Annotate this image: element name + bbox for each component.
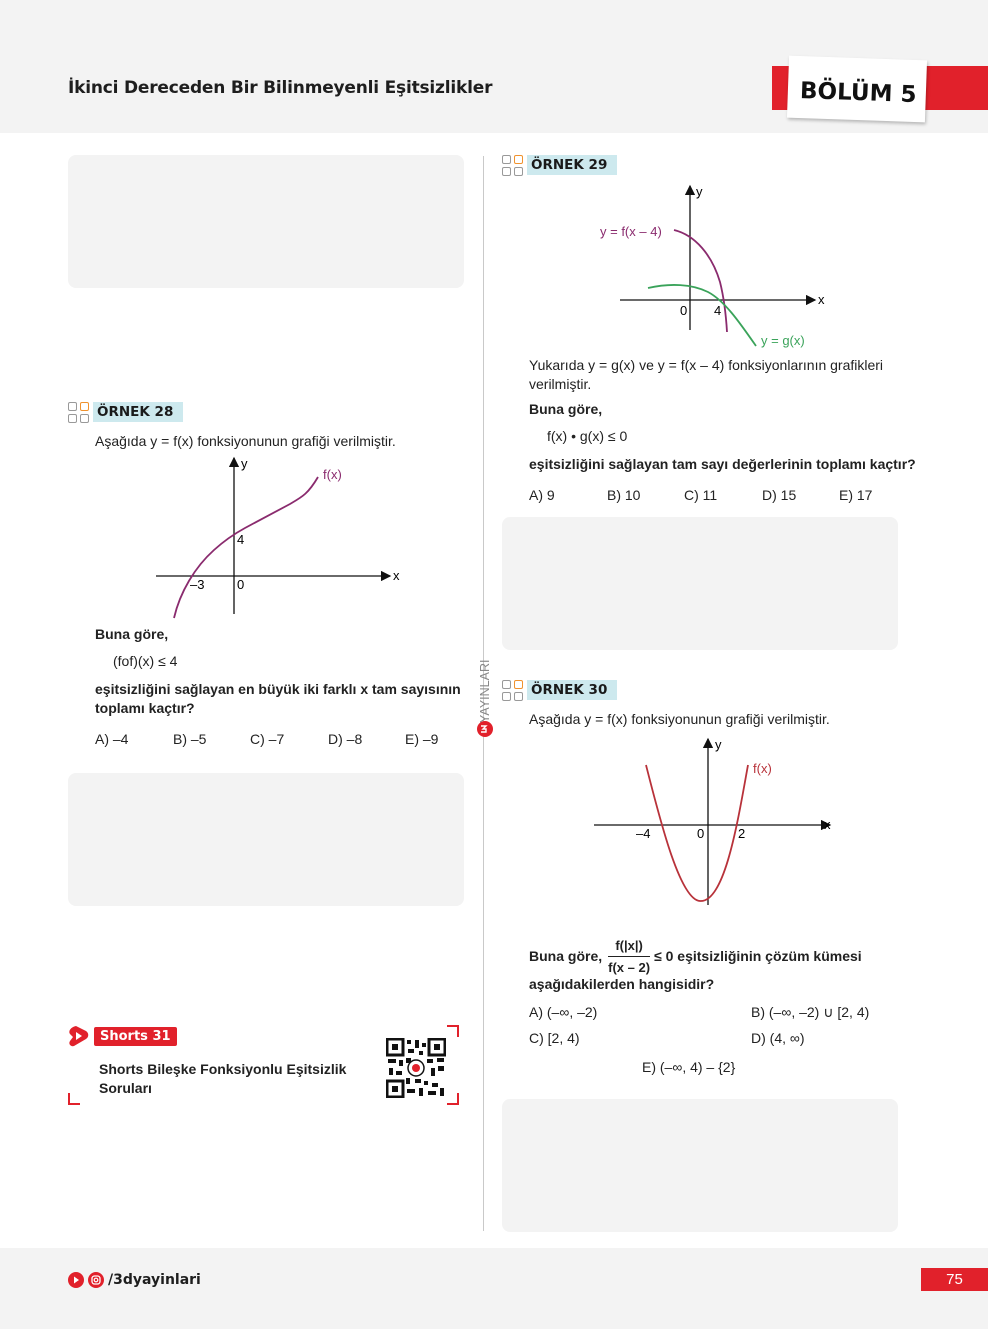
question-line: toplamı kaçtır? xyxy=(95,700,195,716)
option-a[interactable]: A) –4 xyxy=(95,731,129,747)
answer-box-top-left xyxy=(68,155,464,288)
example-29-graph: y x y = f(x – 4) y = g(x) 0 4 xyxy=(600,184,825,348)
grid-icon xyxy=(502,154,523,176)
social-links: /3dyayinlari xyxy=(68,1272,201,1288)
example-30-lead: Buna göre, xyxy=(529,948,603,964)
example-29-label: ÖRNEK 29 xyxy=(527,155,618,175)
shorts-title-line: Shorts Bileşke Fonksiyonlu Eşitsizlik xyxy=(99,1061,347,1077)
option-c[interactable]: C) –7 xyxy=(250,731,285,747)
qr-code-icon[interactable] xyxy=(386,1038,446,1098)
option-b[interactable]: B) 10 xyxy=(607,487,641,503)
instagram-icon[interactable] xyxy=(88,1272,104,1288)
y-axis-label: y xyxy=(696,184,703,199)
example-29-expression: f(x) • g(x) ≤ 0 xyxy=(547,428,628,444)
shorts-badge-label: Shorts 31 xyxy=(94,1026,177,1046)
shorts-frame xyxy=(68,1025,459,1105)
shorts-title-line: Soruları xyxy=(99,1080,152,1096)
x-axis-label: x xyxy=(818,292,825,307)
example-29-lead: Buna göre, xyxy=(529,401,603,417)
answer-box-mid-left xyxy=(68,773,464,906)
option-c[interactable]: C) 11 xyxy=(684,487,718,503)
fraction-denominator: f(x – 2) xyxy=(608,960,651,975)
fraction-numerator: f(|x|) xyxy=(608,936,651,957)
example-30-statement: Buna göre, f(|x|) f(x – 2) ≤ 0 eşitsizli… xyxy=(529,936,862,977)
g-label: y = g(x) xyxy=(761,333,805,348)
option-a[interactable]: A) (–∞, –2) xyxy=(529,1004,598,1020)
example-30-condition: ≤ 0 eşitsizliğinin çözüm kümesi xyxy=(654,948,862,964)
shorts-title: Shorts Bileşke Fonksiyonlu Eşitsizlik So… xyxy=(99,1060,346,1098)
option-e[interactable]: E) 17 xyxy=(839,487,873,503)
example-28-lead: Buna göre, xyxy=(95,626,169,642)
f-shifted-curve xyxy=(673,229,728,333)
y-tick-4: 4 xyxy=(237,532,244,547)
origin-label: 0 xyxy=(697,826,704,841)
example-29-badge: ÖRNEK 29 xyxy=(502,154,618,176)
f-curve-label: f(x) xyxy=(323,467,342,482)
youtube-icon[interactable] xyxy=(68,1272,84,1288)
origin-label: 0 xyxy=(237,577,244,592)
g-curve xyxy=(647,284,757,347)
option-e[interactable]: E) (–∞, 4) – {2} xyxy=(642,1059,736,1075)
intro-line: verilmiştir. xyxy=(529,376,592,392)
example-30-intro: Aşağıda y = f(x) fonksiyonunun grafiği v… xyxy=(529,711,830,727)
example-28-badge: ÖRNEK 28 xyxy=(68,401,184,423)
option-c[interactable]: C) [2, 4) xyxy=(529,1030,580,1046)
example-30-graph: y x f(x) –4 0 2 xyxy=(594,737,832,905)
option-d[interactable]: D) (4, ∞) xyxy=(751,1030,805,1046)
shorts-badge: Shorts 31 xyxy=(68,1025,177,1047)
publisher-side-text: YAYINLARI xyxy=(478,660,492,723)
option-b[interactable]: B) –5 xyxy=(173,731,207,747)
question-line: eşitsizliğini sağlayan en büyük iki fark… xyxy=(95,681,461,697)
x-axis-label: x xyxy=(393,568,400,583)
f-parabola xyxy=(645,764,749,902)
section-label: BÖLÜM 5 xyxy=(799,77,917,109)
page-footer xyxy=(0,1248,988,1329)
x-tick-2: 2 xyxy=(738,826,745,841)
option-d[interactable]: D) –8 xyxy=(328,731,363,747)
f-shifted-label: y = f(x – 4) xyxy=(600,224,662,239)
example-28-expression: (fof)(x) ≤ 4 xyxy=(113,653,178,669)
example-28-intro: Aşağıda y = f(x) fonksiyonunun grafiği v… xyxy=(95,433,396,449)
answer-box-bottom-right xyxy=(502,1099,898,1232)
chapter-title: İkinci Dereceden Bir Bilinmeyenli Eşitsi… xyxy=(68,78,493,98)
f-curve xyxy=(173,476,319,619)
publisher-side-label: YAYINLARI xyxy=(478,660,492,723)
grid-icon xyxy=(68,401,89,423)
option-d[interactable]: D) 15 xyxy=(762,487,797,503)
example-28-label: ÖRNEK 28 xyxy=(93,402,184,422)
social-handle[interactable]: /3dyayinlari xyxy=(108,1272,201,1288)
option-a[interactable]: A) 9 xyxy=(529,487,555,503)
shorts-play-icon xyxy=(69,1026,89,1047)
publisher-logo-icon xyxy=(477,721,493,737)
example-30-badge: ÖRNEK 30 xyxy=(502,679,618,701)
page-number: 75 xyxy=(921,1268,988,1291)
x-tick-4: 4 xyxy=(714,303,721,318)
example-30-label: ÖRNEK 30 xyxy=(527,680,618,700)
y-axis-label: y xyxy=(241,456,248,471)
grid-icon xyxy=(502,679,523,701)
answer-box-mid-right xyxy=(502,517,898,650)
f-curve-label: f(x) xyxy=(753,761,772,776)
y-axis-label: y xyxy=(715,737,722,752)
x-tick-neg4: –4 xyxy=(636,826,650,841)
example-30-question: aşağıdakilerden hangisidir? xyxy=(529,976,715,992)
fraction: f(|x|) f(x – 2) xyxy=(608,936,651,977)
x-tick-neg3: –3 xyxy=(190,577,204,592)
intro-line: Yukarıda y = g(x) ve y = f(x – 4) fonksi… xyxy=(529,357,884,373)
example-28-graph: y x f(x) 4 –3 0 xyxy=(156,456,400,619)
origin-label: 0 xyxy=(680,303,687,318)
option-e[interactable]: E) –9 xyxy=(405,731,439,747)
example-29-intro: Yukarıda y = g(x) ve y = f(x – 4) fonksi… xyxy=(529,356,909,394)
option-b[interactable]: B) (–∞, –2) ∪ [2, 4) xyxy=(751,1004,870,1020)
example-29-question: eşitsizliğini sağlayan tam sayı değerler… xyxy=(529,456,916,472)
x-axis-label: x xyxy=(824,817,831,832)
example-28-question: eşitsizliğini sağlayan en büyük iki fark… xyxy=(95,680,475,718)
column-divider xyxy=(483,156,484,1231)
